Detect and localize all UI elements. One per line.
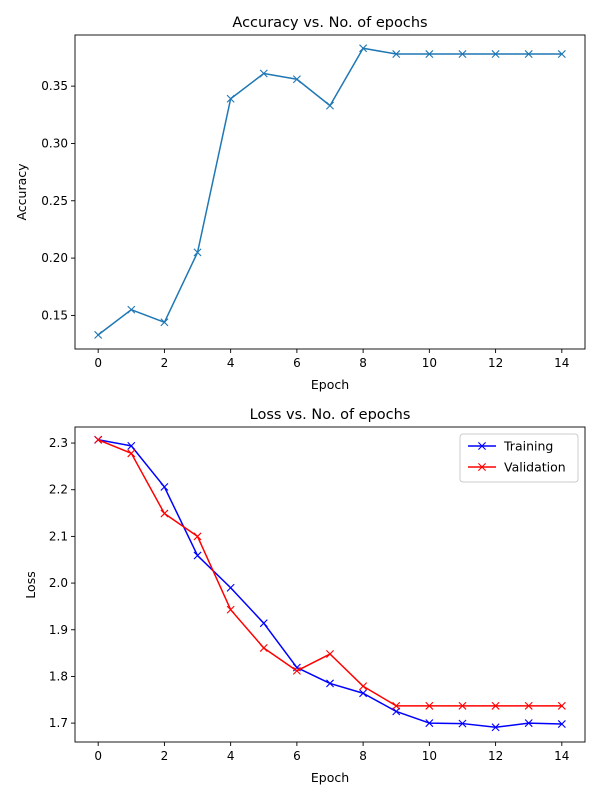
accuracy-xtick-label: 4 [227, 356, 235, 370]
accuracy-chart-ylabel: Accuracy [14, 163, 29, 221]
loss-ytick-label: 1.7 [49, 716, 68, 730]
loss-plot-area: 0 2 4 6 8 10 12 14 1.7 1.8 1.9 2.0 2.1 2.2 2.3 [49, 426, 586, 763]
loss-ytick-label: 1.8 [49, 669, 68, 683]
accuracy-xtick-label: 2 [161, 356, 169, 370]
accuracy-series-line [97, 47, 562, 336]
loss-chart: Loss vs. No. of epochs 0 2 4 6 8 10 12 14 1.7 1.8… [23, 407, 586, 785]
accuracy-series-point [193, 248, 202, 257]
loss-xtick-label: 8 [359, 749, 367, 763]
accuracy-xtick-label: 10 [422, 356, 437, 370]
accuracy-series-point [359, 44, 368, 53]
loss-training-point [425, 719, 434, 728]
loss-xtick-label: 0 [94, 749, 102, 763]
loss-validation-point [326, 650, 334, 659]
accuracy-chart: Accuracy vs. No. of epochs 0 2 4 6 8 10 12 14 0.… [14, 15, 586, 392]
accuracy-xtick-label: 0 [94, 356, 102, 370]
loss-validation-point [458, 701, 467, 710]
accuracy-ytick-label: 0.25 [41, 194, 68, 208]
accuracy-series-point [127, 305, 136, 314]
loss-validation-point [359, 682, 368, 691]
loss-validation-point [491, 701, 500, 710]
loss-xtick-label: 14 [554, 749, 569, 763]
loss-validation-point [259, 643, 268, 652]
accuracy-series-point [259, 69, 268, 78]
loss-ytick-label: 2.1 [49, 529, 68, 543]
loss-validation-point [292, 666, 301, 675]
accuracy-series-point [392, 50, 401, 59]
loss-validation-point [226, 605, 235, 614]
loss-validation-point [193, 532, 202, 541]
accuracy-chart-title: Accuracy vs. No. of epochs [232, 15, 427, 31]
accuracy-series-point [557, 50, 566, 59]
accuracy-xtick-label: 12 [488, 356, 503, 370]
accuracy-plot-area: 0 2 4 6 8 10 12 14 0.15 0.20 0.25 0.30 0.35 [41, 34, 586, 370]
loss-validation-point [392, 701, 401, 710]
loss-training-point [524, 719, 533, 728]
loss-ytick-label: 2.0 [49, 576, 68, 590]
loss-axes-frame [74, 426, 586, 743]
loss-training-point [226, 583, 235, 592]
accuracy-series-point [524, 50, 533, 59]
loss-training-point [458, 719, 467, 728]
accuracy-ytick-label: 0.35 [41, 79, 68, 93]
legend-label-validation: Validation [504, 460, 566, 475]
loss-legend: Training Validation [459, 433, 579, 483]
loss-ytick-label: 1.9 [49, 623, 68, 637]
loss-validation-point [127, 449, 136, 458]
accuracy-series-point [491, 50, 500, 59]
loss-chart-xlabel: Epoch [311, 770, 349, 785]
loss-validation-point [94, 435, 103, 444]
loss-ytick-label: 2.3 [49, 436, 68, 450]
loss-xtick-label: 6 [293, 749, 301, 763]
loss-training-point [160, 482, 169, 491]
accuracy-series-point [425, 50, 434, 59]
accuracy-series-point [160, 318, 169, 327]
loss-training-point [359, 689, 368, 698]
legend-item-validation: Validation [468, 460, 566, 475]
loss-xtick-label: 2 [161, 749, 169, 763]
loss-validation-point [160, 509, 169, 518]
loss-xtick-label: 12 [488, 749, 503, 763]
accuracy-xtick-label: 14 [554, 356, 569, 370]
loss-validation-point [425, 701, 434, 710]
loss-training-point [127, 441, 136, 450]
legend-item-training: Training [468, 439, 553, 454]
accuracy-chart-xlabel: Epoch [311, 377, 349, 392]
loss-training-point [326, 679, 334, 688]
legend-label-training: Training [503, 439, 553, 454]
accuracy-ytick-label: 0.30 [41, 136, 68, 150]
loss-validation-point [557, 701, 566, 710]
loss-validation-point [524, 701, 533, 710]
loss-training-point [491, 723, 500, 732]
accuracy-xtick-label: 6 [293, 356, 301, 370]
accuracy-ytick-label: 0.20 [41, 251, 68, 265]
accuracy-series-point [94, 330, 103, 339]
loss-training-point [557, 720, 566, 729]
loss-training-point [259, 619, 268, 628]
accuracy-series-point [458, 50, 467, 59]
accuracy-series-point [226, 94, 235, 103]
accuracy-axes-frame [74, 34, 586, 350]
loss-xtick-label: 4 [227, 749, 235, 763]
accuracy-series-point [326, 101, 334, 110]
loss-training-point [392, 707, 401, 716]
accuracy-xtick-label: 8 [359, 356, 367, 370]
accuracy-series-point [292, 75, 301, 84]
loss-xtick-label: 10 [422, 749, 437, 763]
loss-chart-ylabel: Loss [23, 571, 38, 598]
loss-training-point [193, 551, 202, 560]
loss-ytick-label: 2.2 [49, 483, 68, 497]
loss-chart-title: Loss vs. No. of epochs [250, 407, 411, 423]
accuracy-ytick-label: 0.15 [41, 308, 68, 322]
